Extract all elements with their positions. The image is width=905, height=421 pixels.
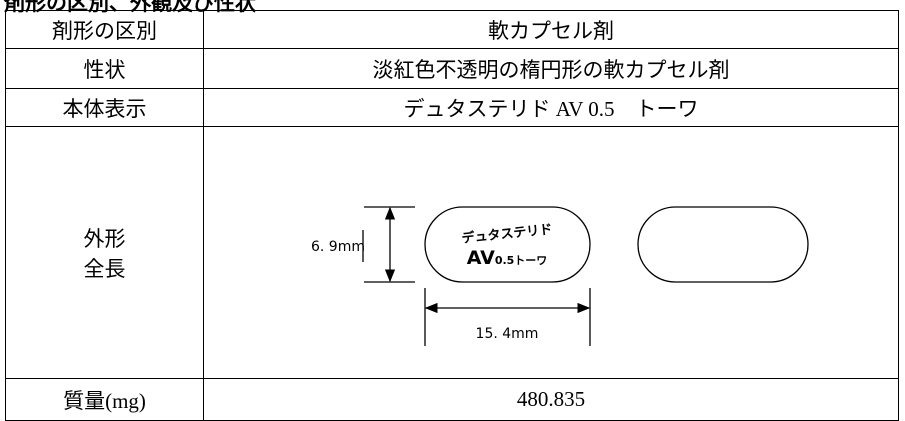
spec-table: 剤形の区別 軟カプセル剤 性状 淡紅色不透明の楕円形の軟カプセル剤 本体表示 デュタス… [5, 10, 899, 421]
cell-line: 全長 [83, 256, 126, 281]
cell: 外形 全長 [5, 126, 204, 379]
cell: 480.835 [203, 378, 899, 421]
cell: 性状 [5, 48, 204, 89]
cell: 質量(mg) [5, 378, 204, 421]
cell: デュタステリド AV 0.5 トーワ [203, 88, 899, 127]
cell: 剤形の区別 [5, 10, 204, 49]
cell: 本体表示 [5, 88, 204, 127]
cell: 軟カプセル剤 [203, 10, 899, 49]
cell: 淡紅色不透明の楕円形の軟カプセル剤 [203, 48, 899, 89]
cell-line: 外形 [83, 226, 126, 251]
figure-cell [203, 126, 899, 379]
